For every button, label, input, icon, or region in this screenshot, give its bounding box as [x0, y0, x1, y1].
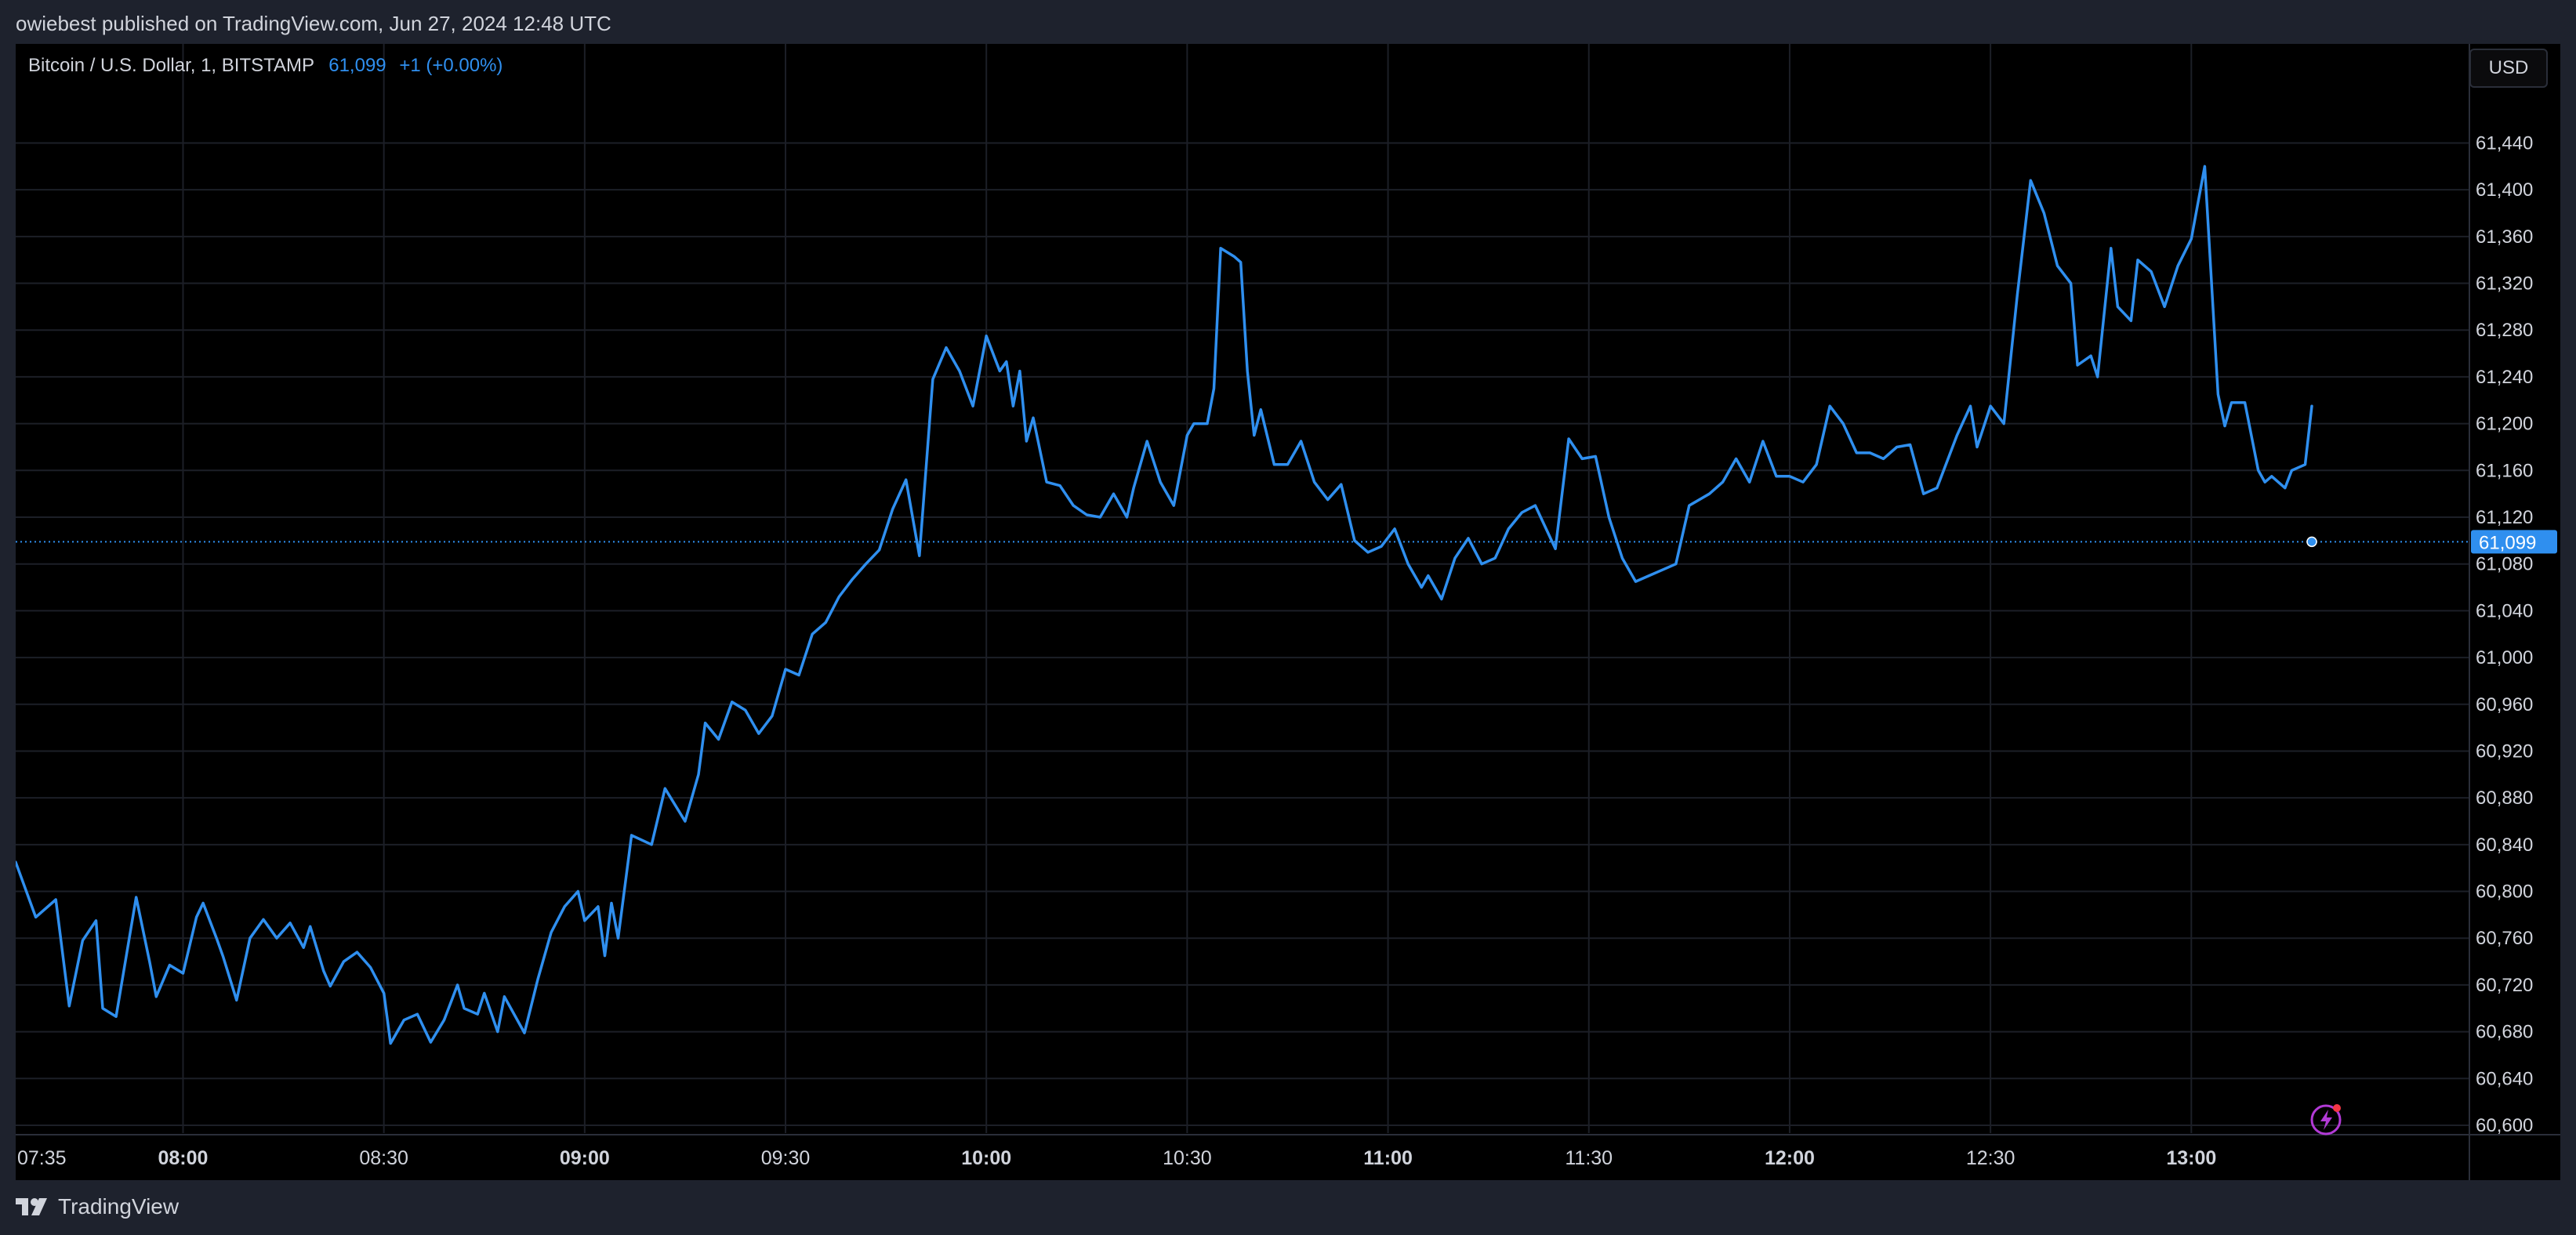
tradingview-logo-icon [16, 1198, 47, 1215]
x-tick-label: 11:30 [1565, 1147, 1613, 1169]
last-price-label: 61,099 [2479, 532, 2536, 553]
y-tick-label: 61,400 [2476, 179, 2533, 201]
x-tick-label: 10:30 [1163, 1147, 1212, 1169]
last-price-point [2306, 536, 2317, 548]
x-tick-label: 09:30 [761, 1147, 811, 1169]
tradingview-brand[interactable]: TradingView [16, 1194, 179, 1219]
y-tick-label: 60,680 [2476, 1022, 2533, 1043]
y-tick-label: 61,160 [2476, 460, 2533, 481]
footer: TradingView [0, 1180, 2576, 1235]
symbol-legend: Bitcoin / U.S. Dollar, 1, BITSTAMP 61,09… [28, 55, 503, 77]
y-tick-label: 61,080 [2476, 554, 2533, 575]
y-tick-label: 61,040 [2476, 600, 2533, 621]
x-tick-label: 12:00 [1765, 1147, 1815, 1169]
x-tick-label: 10:00 [961, 1147, 1011, 1169]
currency-button[interactable]: USD [2469, 49, 2548, 88]
top-bar: owiebest published on TradingView.com, J… [0, 0, 2576, 44]
legend-last-price: 61,099 [328, 55, 386, 76]
y-tick-label: 60,720 [2476, 975, 2533, 996]
x-tick-label: 07:35 [17, 1147, 67, 1169]
y-tick-label: 61,360 [2476, 226, 2533, 248]
y-tick-label: 60,920 [2476, 741, 2533, 762]
y-tick-label: 61,320 [2476, 273, 2533, 295]
symbol-title: Bitcoin / U.S. Dollar, 1, BITSTAMP [28, 55, 314, 76]
y-tick-label: 60,600 [2476, 1115, 2533, 1136]
y-tick-label: 61,200 [2476, 414, 2533, 435]
price-chart[interactable]: 61,440 61,400 61,360 61,320 61,280 61,240 61,2… [16, 44, 2560, 1180]
x-tick-label: 12:30 [1966, 1147, 2015, 1169]
x-tick-label: 08:30 [359, 1147, 408, 1169]
y-tick-label: 60,760 [2476, 928, 2533, 949]
chart-area[interactable]: 61,440 61,400 61,360 61,320 61,280 61,240 61,2… [16, 44, 2560, 1180]
x-tick-label: 13:00 [2166, 1147, 2216, 1169]
x-tick-label: 09:00 [560, 1147, 610, 1169]
y-tick-label: 60,960 [2476, 694, 2533, 715]
y-tick-label: 60,880 [2476, 788, 2533, 809]
y-tick-label: 61,000 [2476, 647, 2533, 668]
y-tick-label: 60,800 [2476, 882, 2533, 903]
y-tick-label: 61,440 [2476, 132, 2533, 154]
y-tick-label: 61,240 [2476, 367, 2533, 388]
y-tick-label: 60,640 [2476, 1068, 2533, 1089]
y-tick-label: 61,280 [2476, 320, 2533, 341]
published-info: owiebest published on TradingView.com, J… [16, 12, 611, 35]
legend-change: +1 (+0.00%) [399, 55, 503, 76]
brand-name: TradingView [58, 1194, 180, 1219]
y-tick-label: 60,840 [2476, 835, 2533, 856]
x-tick-label: 08:00 [158, 1147, 209, 1169]
price-series-line [16, 165, 2313, 1045]
y-tick-label: 61,120 [2476, 507, 2533, 528]
lightning-icon[interactable] [2309, 1100, 2346, 1136]
last-price-badge [2471, 530, 2557, 554]
x-tick-label: 11:00 [1363, 1147, 1413, 1169]
